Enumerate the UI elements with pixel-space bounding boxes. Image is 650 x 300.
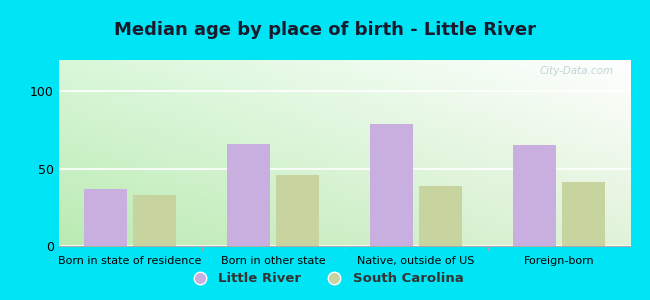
Bar — [133, 195, 176, 246]
Legend: Little River, South Carolina: Little River, South Carolina — [181, 267, 469, 290]
Bar — [84, 189, 127, 246]
Text: Median age by place of birth - Little River: Median age by place of birth - Little Ri… — [114, 21, 536, 39]
Bar — [227, 144, 270, 246]
Bar — [562, 182, 605, 246]
Bar — [370, 124, 413, 246]
Bar — [514, 145, 556, 246]
Bar — [419, 185, 462, 246]
Bar — [276, 175, 318, 246]
Text: City-Data.com: City-Data.com — [540, 66, 614, 76]
